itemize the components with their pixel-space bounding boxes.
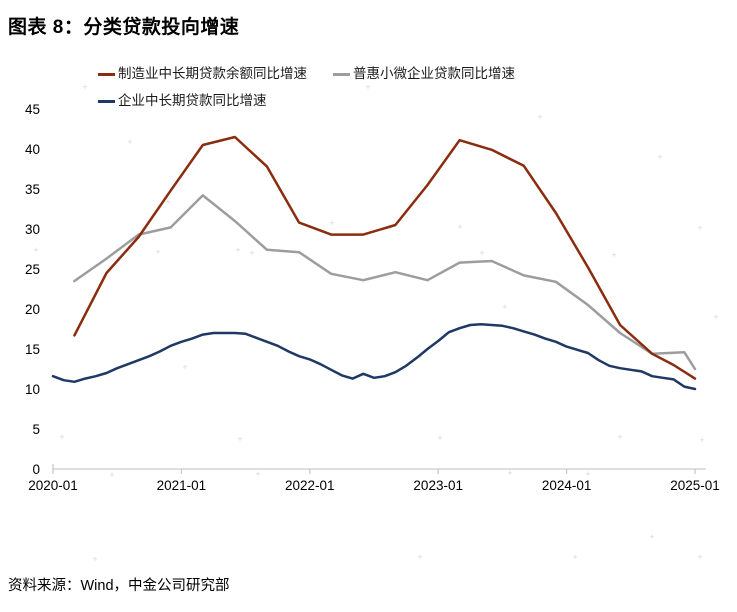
watermark-plus-mark: +	[249, 248, 254, 258]
watermark-plus-mark: +	[387, 223, 392, 233]
legend-item-manufacturing: 制造业中长期贷款余额同比增速	[98, 63, 307, 85]
watermark-plus-mark: +	[33, 245, 38, 255]
page-title: 图表 8：分类贷款投向增速	[8, 17, 240, 38]
y-axis-tick-label: 25	[25, 262, 40, 277]
watermark-plus-mark: +	[697, 552, 702, 562]
x-axis-tick-label: 2025-01	[670, 478, 720, 493]
watermark-plus-mark: +	[417, 352, 422, 362]
x-axis-tick-label: 2021-01	[157, 478, 207, 493]
y-axis-tick-label: 5	[32, 422, 40, 437]
watermark-plus-mark: +	[572, 552, 577, 562]
watermark-plus-mark: +	[182, 362, 187, 372]
y-axis-tick-label: 30	[25, 222, 40, 237]
watermark-plus-mark: +	[235, 245, 240, 255]
series-line-manufacturing	[73, 135, 697, 380]
legend-swatch-enterprise	[98, 99, 115, 103]
watermark-plus-mark: +	[237, 434, 242, 444]
y-axis-tick-label: 0	[32, 462, 40, 477]
x-axis-tick-label: 2023-01	[413, 478, 463, 493]
y-axis-tick-label: 40	[25, 142, 40, 157]
series-line-inclusive	[73, 194, 697, 371]
watermark-plus-mark: +	[479, 248, 484, 258]
watermark-plus-mark: +	[507, 468, 512, 478]
legend-item-inclusive: 普惠小微企业贷款同比增速	[333, 63, 515, 85]
y-axis-tick-label: 45	[25, 102, 40, 117]
legend-label-enterprise: 企业中长期贷款同比增速	[118, 93, 267, 108]
x-axis-tick-label: 2020-01	[28, 478, 78, 493]
legend-item-enterprise: 企业中长期贷款同比增速	[98, 90, 267, 112]
watermark-plus-mark: +	[537, 112, 542, 122]
watermark-plus-mark: +	[502, 302, 507, 312]
watermark-plus-mark: +	[165, 197, 170, 207]
watermark-plus-mark: +	[59, 432, 64, 442]
y-axis-tick-label: 15	[25, 342, 40, 357]
legend-label-inclusive: 普惠小微企业贷款同比增速	[353, 66, 515, 81]
watermark-plus-mark: +	[329, 218, 334, 228]
legend-swatch-inclusive	[333, 72, 350, 76]
source-note: 资料来源：Wind，中金公司研究部	[8, 578, 230, 594]
watermark-plus-mark: +	[92, 554, 97, 564]
legend-label-manufacturing: 制造业中长期贷款余额同比增速	[118, 66, 307, 81]
watermark-plus-mark: +	[585, 469, 590, 479]
watermark-plus-mark: +	[657, 152, 662, 162]
watermark-plus-mark: +	[127, 137, 132, 147]
x-axis-tick-label: 2022-01	[285, 478, 335, 493]
watermark-plus-mark: +	[155, 247, 160, 257]
legend-swatch-manufacturing	[98, 72, 115, 76]
watermark-plus-mark: +	[617, 432, 622, 442]
watermark-plus-mark: +	[109, 470, 114, 480]
y-axis-tick-label: 10	[25, 382, 40, 397]
watermark-plus-mark: +	[365, 82, 370, 92]
watermark-plus-mark: +	[417, 552, 422, 562]
watermark-plus-mark: +	[649, 532, 654, 542]
watermark-plus-mark: +	[611, 250, 616, 260]
y-axis-tick-label: 20	[25, 302, 40, 317]
x-axis-tick-label: 2024-01	[542, 478, 592, 493]
watermark-plus-mark: +	[697, 223, 702, 233]
watermark-plus-mark: +	[699, 435, 704, 445]
y-axis-tick-label: 35	[25, 182, 40, 197]
legend: 制造业中长期贷款余额同比增速 普惠小微企业贷款同比增速 企业中长期贷款同比增速	[98, 63, 683, 112]
watermark-plus-mark: +	[25, 225, 30, 235]
watermark-plus-mark: +	[457, 222, 462, 232]
series-line-enterprise	[51, 322, 697, 391]
watermark-plus-mark: +	[255, 469, 260, 479]
watermark-plus-mark: +	[82, 82, 87, 92]
watermark-plus-mark: +	[437, 433, 442, 443]
watermark-plus-mark: +	[713, 312, 718, 322]
